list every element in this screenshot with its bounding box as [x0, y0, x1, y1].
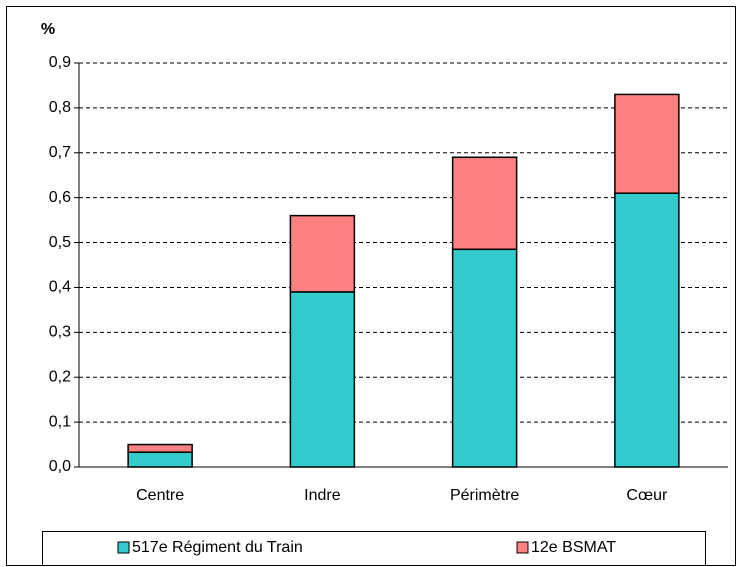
bar-segment [127, 443, 193, 453]
y-tick-label: 0,0 [49, 458, 71, 475]
x-tick-label: Indre [304, 487, 341, 504]
bar-segment [614, 192, 680, 468]
x-tick-label: Cœur [626, 487, 668, 504]
y-tick-label: 0,6 [49, 189, 71, 206]
y-tick-label: 0,9 [49, 54, 71, 71]
x-tick-label: Centre [136, 487, 184, 504]
bar-segment [289, 291, 356, 468]
legend-swatch [117, 541, 130, 554]
bar-segment [614, 93, 680, 194]
y-axis-label: % [41, 21, 55, 38]
y-tick-label: 0,7 [49, 144, 71, 161]
legend-label: 517e Régiment du Train [132, 539, 303, 556]
bar-segment [451, 248, 518, 468]
y-tick-label: 0,4 [49, 279, 71, 296]
bar-segment [289, 214, 356, 293]
y-tick-label: 0,2 [49, 368, 71, 385]
y-tick-label: 0,5 [49, 234, 71, 251]
legend-swatch [516, 541, 529, 554]
legend-box [42, 531, 706, 566]
y-tick-label: 0,3 [49, 324, 71, 341]
y-tick-label: 0,8 [49, 99, 71, 116]
x-tick-label: Périmètre [450, 487, 519, 504]
bar-segment [127, 451, 193, 468]
chart-border [6, 6, 736, 566]
bar-segment [451, 156, 518, 251]
y-tick-label: 0,1 [49, 413, 71, 430]
legend-label: 12e BSMAT [531, 539, 616, 556]
